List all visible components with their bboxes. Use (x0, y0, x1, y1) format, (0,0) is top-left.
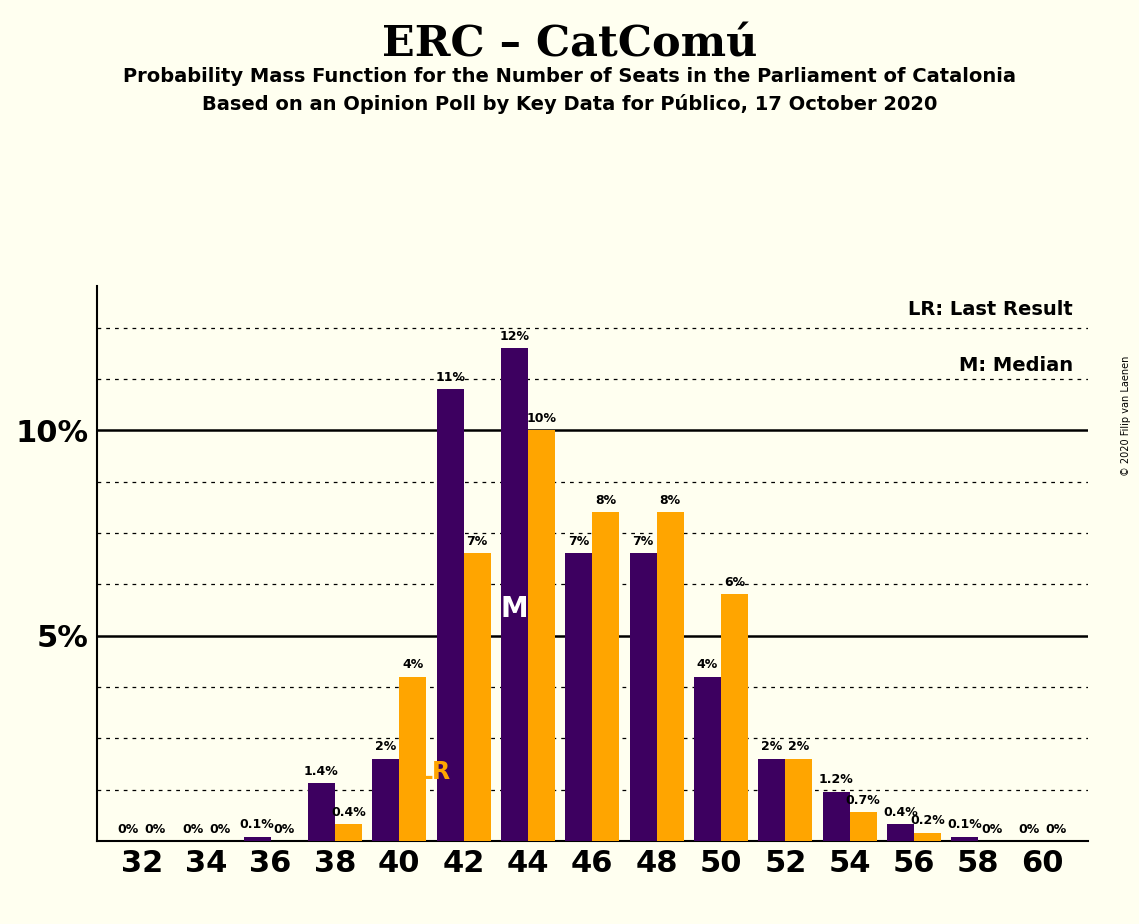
Bar (501, 348, 528, 841)
Bar (308, 784, 335, 841)
Text: 0%: 0% (981, 822, 1002, 835)
Text: 1.4%: 1.4% (304, 765, 338, 778)
Bar (436, 389, 464, 841)
Bar (592, 512, 620, 841)
Bar (759, 759, 785, 841)
Text: 0.1%: 0.1% (948, 819, 982, 832)
Text: 0%: 0% (182, 822, 204, 835)
Text: 0%: 0% (210, 822, 230, 835)
Text: M: M (501, 595, 528, 623)
Text: 0%: 0% (1018, 822, 1040, 835)
Bar (335, 824, 362, 841)
Text: 0%: 0% (273, 822, 295, 835)
Text: 0.1%: 0.1% (239, 819, 274, 832)
Text: Probability Mass Function for the Number of Seats in the Parliament of Catalonia: Probability Mass Function for the Number… (123, 67, 1016, 86)
Text: 11%: 11% (435, 371, 465, 383)
Text: 2%: 2% (788, 740, 810, 753)
Text: 4%: 4% (402, 658, 424, 671)
Bar (630, 553, 656, 841)
Bar (785, 759, 812, 841)
Bar (656, 512, 683, 841)
Text: 0%: 0% (145, 822, 166, 835)
Text: 2%: 2% (761, 740, 782, 753)
Text: 10%: 10% (526, 412, 557, 425)
Bar (372, 759, 400, 841)
Text: LR: Last Result: LR: Last Result (908, 300, 1073, 320)
Bar (721, 594, 748, 841)
Bar (887, 824, 913, 841)
Text: ERC – CatComú: ERC – CatComú (382, 23, 757, 65)
Text: 12%: 12% (499, 330, 530, 343)
Bar (528, 431, 555, 841)
Text: 0.4%: 0.4% (883, 806, 918, 819)
Text: 7%: 7% (467, 535, 487, 548)
Text: 7%: 7% (632, 535, 654, 548)
Text: 8%: 8% (596, 494, 616, 507)
Text: 6%: 6% (724, 576, 745, 590)
Bar (565, 553, 592, 841)
Text: 0%: 0% (117, 822, 139, 835)
Bar (464, 553, 491, 841)
Bar (850, 812, 877, 841)
Bar (822, 792, 850, 841)
Text: 0.2%: 0.2% (910, 814, 945, 827)
Bar (951, 837, 978, 841)
Bar (913, 833, 941, 841)
Bar (400, 676, 426, 841)
Text: LR: LR (418, 760, 451, 784)
Text: M: Median: M: Median (959, 356, 1073, 375)
Text: 8%: 8% (659, 494, 681, 507)
Text: 0.7%: 0.7% (846, 794, 880, 807)
Bar (694, 676, 721, 841)
Text: 4%: 4% (697, 658, 718, 671)
Text: © 2020 Filip van Laenen: © 2020 Filip van Laenen (1121, 356, 1131, 476)
Text: Based on an Opinion Poll by Key Data for Público, 17 October 2020: Based on an Opinion Poll by Key Data for… (202, 94, 937, 115)
Text: 1.2%: 1.2% (819, 773, 853, 786)
Text: 0%: 0% (1046, 822, 1067, 835)
Text: 7%: 7% (568, 535, 589, 548)
Text: 0.4%: 0.4% (331, 806, 366, 819)
Bar (244, 837, 271, 841)
Text: 2%: 2% (375, 740, 396, 753)
